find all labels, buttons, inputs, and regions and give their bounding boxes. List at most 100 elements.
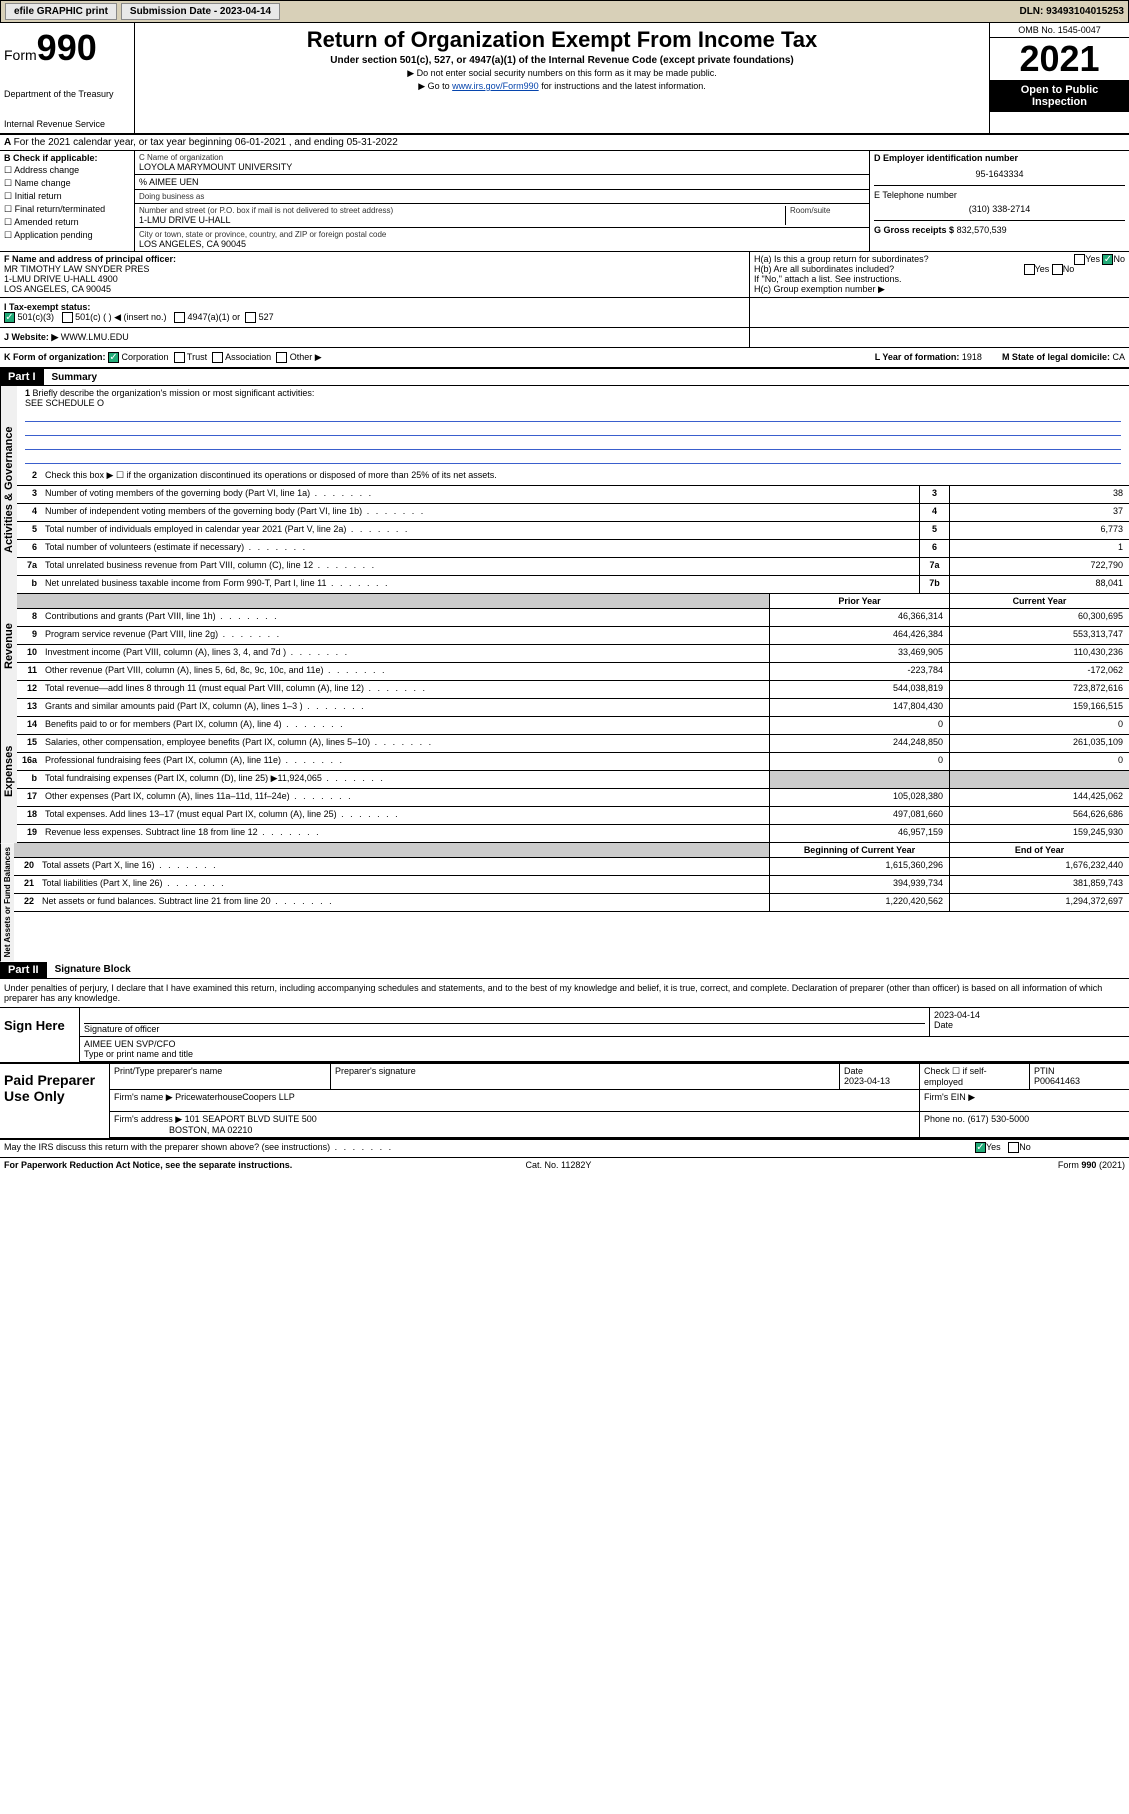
c-addr: 1-LMU DRIVE U-HALL [139, 215, 785, 225]
row-b: bTotal fundraising expenses (Part IX, co… [17, 771, 1129, 789]
form-header: Form990 Department of the Treasury Inter… [0, 23, 1129, 135]
row-i: I Tax-exempt status: ✓ 501(c)(3) 501(c) … [0, 298, 1129, 328]
summary-row-7a: 7aTotal unrelated business revenue from … [17, 558, 1129, 576]
hb-no-chk[interactable] [1052, 264, 1063, 275]
firm-addr-lbl: Firm's address ▶ [114, 1114, 182, 1124]
hb-yes-chk[interactable] [1024, 264, 1035, 275]
row-8: 8Contributions and grants (Part VIII, li… [17, 609, 1129, 627]
sig-date: 2023-04-14 [934, 1010, 1125, 1020]
d-ein: 95-1643334 [874, 169, 1125, 179]
c-room-lbl: Room/suite [785, 206, 865, 225]
submission-date-button[interactable]: Submission Date - 2023-04-14 [121, 3, 280, 20]
efile-print-button[interactable]: efile GRAPHIC print [5, 3, 117, 20]
k-assoc: Association [225, 352, 271, 362]
discuss-yes: Yes [986, 1142, 1001, 1152]
form-title: Return of Organization Exempt From Incom… [139, 27, 985, 53]
i-4947-chk[interactable] [174, 312, 185, 323]
revenue-section: Revenue Prior Year Current Year 8Contrib… [0, 594, 1129, 699]
b-opt-0-label: Address change [14, 165, 79, 175]
l-lbl: L Year of formation: [875, 352, 960, 362]
d-gross: 832,570,539 [957, 225, 1007, 235]
row-12: 12Total revenue—add lines 8 through 11 (… [17, 681, 1129, 699]
prep-name-lbl: Print/Type preparer's name [114, 1066, 326, 1076]
omb-label: OMB No. 1545-0047 [990, 23, 1129, 38]
footer-right: Form 990 (2021) [1058, 1160, 1125, 1170]
i-501c-chk[interactable] [62, 312, 73, 323]
row-j: J Website: ▶ WWW.LMU.EDU [0, 328, 1129, 348]
i-lbl: I Tax-exempt status: [4, 302, 90, 312]
inspection-label: Open to Public Inspection [990, 80, 1129, 112]
summary-row-6: 6Total number of volunteers (estimate if… [17, 540, 1129, 558]
firm-ein-lbl: Firm's EIN ▶ [919, 1090, 1129, 1111]
d-tel: (310) 338-2714 [874, 204, 1125, 214]
form-word: Form [4, 47, 37, 63]
officer-name: AIMEE UEN SVP/CFO [84, 1039, 1125, 1049]
c-name-lbl: C Name of organization [139, 153, 865, 162]
footer: For Paperwork Reduction Act Notice, see … [0, 1158, 1129, 1172]
b-opt-5: ☐ Application pending [4, 230, 130, 241]
k-assoc-chk[interactable] [212, 352, 223, 363]
form990-link[interactable]: www.irs.gov/Form990 [452, 81, 539, 91]
row-21: 21Total liabilities (Part X, line 26)394… [14, 876, 1129, 894]
form-header-mid: Return of Organization Exempt From Incom… [135, 23, 989, 133]
col-b: B Check if applicable: ☐ Address change … [0, 151, 135, 251]
firm-name: PricewaterhouseCoopers LLP [175, 1092, 295, 1102]
b-opt-1: ☐ Name change [4, 178, 130, 189]
ha-no-chk[interactable]: ✓ [1102, 254, 1113, 265]
k-trust-chk[interactable] [174, 352, 185, 363]
footer-left: For Paperwork Reduction Act Notice, see … [4, 1160, 292, 1170]
year-header: Prior Year Current Year [17, 594, 1129, 609]
b-opt-3-label: Final return/terminated [15, 204, 106, 214]
l-val: 1918 [962, 352, 982, 362]
discuss-yes-chk[interactable]: ✓ [975, 1142, 986, 1153]
row-10: 10Investment income (Part VIII, column (… [17, 645, 1129, 663]
i-527-chk[interactable] [245, 312, 256, 323]
row-20: 20Total assets (Part X, line 16)1,615,36… [14, 858, 1129, 876]
b-opt-4-label: Amended return [14, 217, 79, 227]
part2-title: Signature Block [47, 962, 139, 977]
row-16a: 16aProfessional fundraising fees (Part I… [17, 753, 1129, 771]
top-banner: efile GRAPHIC print Submission Date - 20… [0, 0, 1129, 23]
f-name: MR TIMOTHY LAW SNYDER PRES [4, 264, 745, 274]
firm-addr1: 101 SEAPORT BLVD SUITE 500 [185, 1114, 317, 1124]
j-val: WWW.LMU.EDU [58, 332, 129, 342]
firm-addr2: BOSTON, MA 02210 [169, 1125, 252, 1135]
prep-sig-lbl: Preparer's signature [335, 1066, 835, 1076]
vlabel-exp: Expenses [0, 699, 17, 843]
ptin: P00641463 [1034, 1076, 1125, 1086]
sec-h: H(a) Is this a group return for subordin… [749, 252, 1129, 297]
i-501c3: 501(c)(3) [18, 312, 55, 322]
paid-preparer-block: Paid Preparer Use Only Print/Type prepar… [0, 1064, 1129, 1140]
m-lbl: M State of legal domicile: [1002, 352, 1110, 362]
sig-officer-lbl: Signature of officer [84, 1024, 925, 1034]
discuss-row: May the IRS discuss this return with the… [0, 1140, 1129, 1158]
col-c: C Name of organization LOYOLA MARYMOUNT … [135, 151, 869, 251]
hb-note: If "No," attach a list. See instructions… [754, 274, 1125, 284]
c-name: LOYOLA MARYMOUNT UNIVERSITY [139, 162, 865, 172]
form-note1: ▶ Do not enter social security numbers o… [139, 68, 985, 79]
c-addr-lbl: Number and street (or P.O. box if mail i… [139, 206, 785, 215]
k-other-chk[interactable] [276, 352, 287, 363]
part2-hdr: Part II [0, 962, 47, 978]
d-ein-lbl: D Employer identification number [874, 153, 1125, 163]
c-care: % AIMEE UEN [139, 177, 199, 187]
ha-yes: Yes [1085, 254, 1100, 264]
k-lbl: K Form of organization: [4, 352, 106, 362]
firm-phone-lbl: Phone no. [924, 1114, 965, 1124]
j-lbl: J Website: ▶ [4, 332, 58, 342]
vlabel-ag: Activities & Governance [0, 386, 17, 594]
row-11: 11Other revenue (Part VIII, column (A), … [17, 663, 1129, 681]
sign-here-block: Sign Here Signature of officer 2023-04-1… [0, 1008, 1129, 1064]
row-14: 14Benefits paid to or for members (Part … [17, 717, 1129, 735]
ha-yes-chk[interactable] [1074, 254, 1085, 265]
discuss-no-chk[interactable] [1008, 1142, 1019, 1153]
k-corp-chk[interactable]: ✓ [108, 352, 119, 363]
expenses-section: Expenses 13Grants and similar amounts pa… [0, 699, 1129, 843]
footer-mid: Cat. No. 11282Y [526, 1160, 592, 1170]
i-501c3-chk[interactable]: ✓ [4, 312, 15, 323]
row-15: 15Salaries, other compensation, employee… [17, 735, 1129, 753]
row-13: 13Grants and similar amounts paid (Part … [17, 699, 1129, 717]
form-note2: ▶ Go to www.irs.gov/Form990 for instruct… [139, 81, 985, 92]
prep-check-lbl: Check ☐ if self-employed [919, 1064, 1029, 1089]
row-22: 22Net assets or fund balances. Subtract … [14, 894, 1129, 912]
